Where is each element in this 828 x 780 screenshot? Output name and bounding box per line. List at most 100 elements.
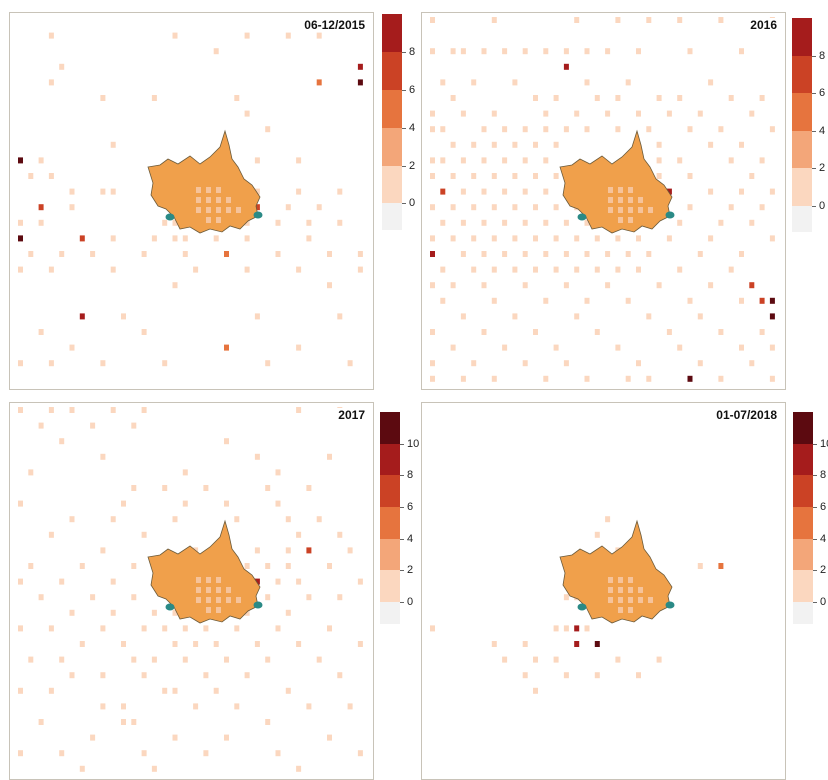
grid-cell bbox=[574, 641, 580, 647]
grid-cell bbox=[141, 750, 147, 757]
grid-cell bbox=[196, 187, 201, 193]
legend-tick bbox=[812, 168, 816, 170]
grid-cell bbox=[182, 500, 188, 507]
legend-label: 4 bbox=[409, 121, 416, 134]
grid-cell bbox=[697, 360, 703, 367]
grid-cell bbox=[121, 641, 126, 647]
grid-cell bbox=[628, 597, 633, 603]
grid-cell bbox=[636, 360, 641, 367]
grid-cell bbox=[306, 219, 312, 226]
grid-cell bbox=[216, 577, 221, 583]
map-panel-2017: 2017 bbox=[9, 402, 374, 780]
panel-title: 2016 bbox=[748, 18, 779, 32]
grid-cell bbox=[430, 375, 435, 382]
grid-cell bbox=[100, 188, 106, 195]
grid-cell bbox=[460, 188, 466, 195]
grid-cell bbox=[491, 266, 497, 273]
grid-cell bbox=[450, 48, 456, 55]
grid-cell bbox=[327, 251, 332, 257]
grid-cell bbox=[543, 219, 549, 226]
grid-cell bbox=[471, 173, 477, 179]
grid-cell bbox=[749, 360, 755, 367]
grid-cell bbox=[677, 344, 683, 351]
legend-swatch bbox=[382, 89, 402, 128]
grid-cell bbox=[646, 375, 652, 382]
legend-swatch bbox=[380, 570, 400, 602]
grid-cell bbox=[677, 266, 683, 273]
grid-cell bbox=[236, 597, 241, 603]
grid-cell bbox=[533, 656, 538, 663]
grid-cell bbox=[216, 597, 221, 603]
grid-cell bbox=[327, 282, 332, 289]
grid-cell bbox=[618, 607, 623, 613]
grid-cell bbox=[584, 625, 590, 632]
grid-cell bbox=[162, 360, 168, 367]
grid-cell bbox=[440, 297, 446, 304]
grid-cell bbox=[636, 48, 641, 55]
grid-cell bbox=[533, 687, 538, 694]
grid-cell bbox=[203, 625, 209, 632]
grid-cell bbox=[48, 173, 54, 179]
grid-cell bbox=[430, 126, 435, 133]
grid-cell bbox=[193, 703, 199, 710]
legend-label: 2 bbox=[407, 564, 414, 577]
grid-cell bbox=[79, 641, 85, 647]
grid-cell bbox=[296, 188, 302, 195]
grid-cell bbox=[605, 516, 611, 523]
grid-cell bbox=[213, 48, 219, 55]
grid-cell bbox=[759, 329, 765, 335]
grid-cell bbox=[543, 297, 549, 304]
grid-cell bbox=[121, 313, 126, 320]
grid-cell bbox=[543, 375, 549, 382]
grid-cell bbox=[491, 297, 497, 304]
grid-cell bbox=[769, 344, 775, 351]
grid-cell bbox=[254, 188, 260, 195]
grid-cell bbox=[285, 609, 291, 616]
grid-cell bbox=[206, 607, 211, 613]
grid-cell bbox=[656, 282, 662, 289]
grid-cell bbox=[718, 126, 724, 133]
legend-label: 4 bbox=[820, 532, 827, 545]
grid-cell bbox=[265, 485, 271, 491]
grid-cell bbox=[502, 188, 508, 195]
grid-cell bbox=[440, 79, 446, 86]
grid-cell bbox=[265, 563, 271, 569]
legend-swatch bbox=[380, 506, 400, 539]
grid-cell bbox=[203, 672, 209, 679]
grid-cell bbox=[450, 282, 456, 289]
grid-cell bbox=[216, 207, 221, 213]
grid-cell bbox=[450, 173, 456, 179]
grid-cell bbox=[533, 173, 538, 179]
grid-cell bbox=[79, 313, 85, 320]
legend-label: 8 bbox=[407, 469, 414, 482]
grid-cell bbox=[357, 266, 363, 273]
grid-cell bbox=[59, 750, 65, 757]
grid-cell bbox=[172, 235, 178, 242]
grid-cell bbox=[172, 734, 178, 741]
grid-cell bbox=[172, 516, 178, 523]
legend-tick bbox=[812, 93, 816, 95]
grid-cell bbox=[638, 197, 643, 203]
legend-swatch bbox=[382, 51, 402, 90]
grid-cell bbox=[512, 79, 518, 86]
grid-cell bbox=[533, 235, 538, 242]
grid-cell bbox=[234, 95, 240, 101]
grid-cell bbox=[563, 360, 569, 367]
grid-cell bbox=[110, 188, 116, 195]
grid-cell bbox=[224, 656, 229, 663]
grid-cell bbox=[162, 485, 168, 491]
grid-cell bbox=[728, 157, 734, 164]
grid-cell bbox=[574, 266, 580, 273]
grid-cell bbox=[306, 485, 312, 491]
grid-cell bbox=[533, 204, 538, 211]
grid-cell bbox=[440, 188, 446, 195]
grid-cell bbox=[296, 407, 302, 413]
grid-cell bbox=[594, 235, 600, 242]
grid-cell bbox=[69, 204, 75, 211]
grid-cell bbox=[512, 141, 518, 148]
legend-swatch bbox=[793, 506, 813, 539]
grid-cell bbox=[666, 235, 672, 242]
grid-cell bbox=[628, 587, 633, 593]
grid-cell bbox=[522, 360, 528, 367]
grid-cell bbox=[327, 453, 332, 460]
